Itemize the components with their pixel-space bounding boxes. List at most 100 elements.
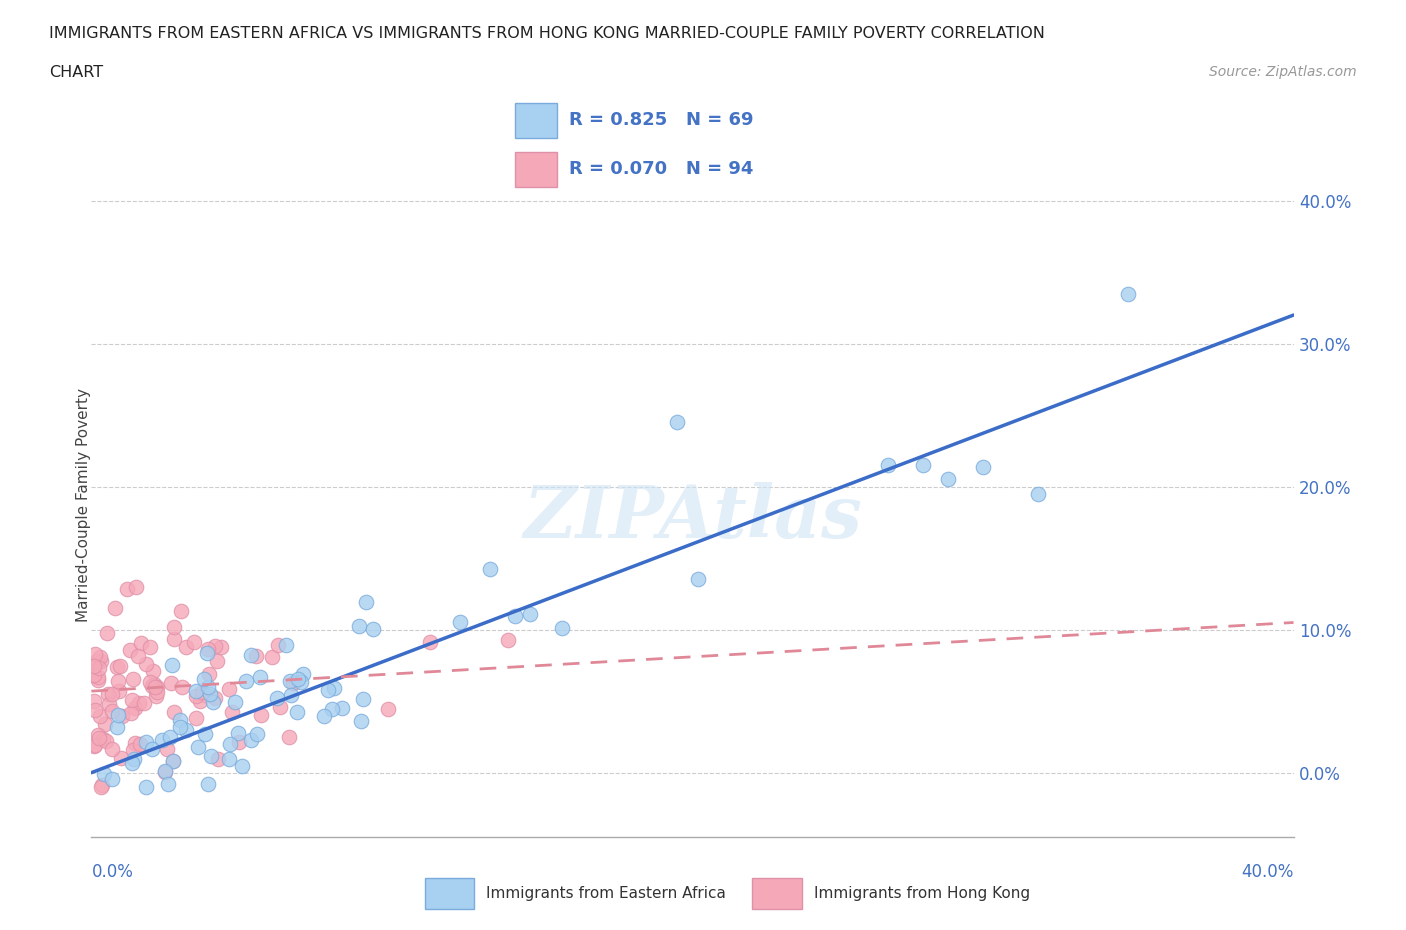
- Text: Immigrants from Eastern Africa: Immigrants from Eastern Africa: [486, 885, 727, 901]
- Point: [93, 766, 115, 781]
- Point: [350, 713, 373, 728]
- Y-axis label: Married-Couple Family Poverty: Married-Couple Family Poverty: [76, 388, 90, 621]
- Text: R = 0.070   N = 94: R = 0.070 N = 94: [568, 161, 754, 179]
- Point: [145, 688, 167, 703]
- Point: [146, 684, 169, 699]
- Point: [135, 779, 157, 794]
- Point: [110, 751, 132, 765]
- Point: [246, 726, 269, 741]
- Point: [972, 459, 994, 474]
- Point: [361, 622, 384, 637]
- Point: [197, 642, 219, 657]
- Point: [105, 720, 128, 735]
- Point: [104, 601, 127, 616]
- Point: [162, 631, 184, 646]
- Point: [128, 737, 150, 751]
- Point: [1026, 486, 1049, 501]
- Point: [162, 753, 184, 768]
- Point: [100, 741, 122, 756]
- Point: [105, 659, 128, 674]
- Point: [150, 733, 173, 748]
- Point: [122, 672, 145, 687]
- Point: [90, 654, 112, 669]
- Point: [91, 732, 114, 747]
- Point: [132, 696, 155, 711]
- Point: [84, 646, 107, 661]
- Point: [142, 663, 165, 678]
- Point: [90, 779, 112, 794]
- Point: [83, 702, 105, 717]
- Point: [184, 684, 207, 698]
- Point: [159, 729, 181, 744]
- Point: [219, 737, 242, 751]
- Point: [352, 692, 374, 707]
- Point: [156, 742, 179, 757]
- Point: [107, 673, 129, 688]
- Point: [125, 579, 148, 594]
- Point: [194, 687, 217, 702]
- Point: [221, 705, 243, 720]
- Point: [84, 737, 107, 752]
- Point: [228, 735, 250, 750]
- Point: [936, 472, 959, 487]
- Point: [262, 649, 284, 664]
- Point: [107, 707, 129, 722]
- Point: [111, 709, 134, 724]
- Point: [170, 680, 193, 695]
- Point: [274, 638, 297, 653]
- Point: [245, 648, 267, 663]
- Point: [290, 674, 312, 689]
- Text: 40.0%: 40.0%: [1241, 863, 1294, 881]
- Text: Source: ZipAtlas.com: Source: ZipAtlas.com: [1209, 65, 1357, 79]
- Point: [128, 696, 150, 711]
- Point: [277, 729, 299, 744]
- Point: [267, 638, 290, 653]
- Point: [184, 711, 207, 725]
- Point: [141, 742, 163, 757]
- Point: [876, 458, 898, 472]
- Text: ZIPAtlas: ZIPAtlas: [523, 483, 862, 553]
- Point: [96, 733, 118, 748]
- Point: [551, 620, 574, 635]
- Point: [87, 660, 110, 675]
- Point: [127, 648, 149, 663]
- Point: [200, 749, 222, 764]
- Point: [141, 678, 163, 693]
- Point: [184, 689, 207, 704]
- Point: [83, 667, 105, 682]
- Point: [347, 618, 370, 633]
- Point: [209, 640, 232, 655]
- FancyBboxPatch shape: [752, 878, 801, 909]
- Point: [134, 735, 156, 750]
- Point: [666, 415, 689, 430]
- Point: [278, 673, 301, 688]
- Point: [100, 771, 122, 786]
- Point: [478, 562, 501, 577]
- Point: [97, 686, 120, 701]
- Point: [94, 717, 117, 732]
- Text: CHART: CHART: [49, 65, 103, 80]
- Point: [198, 667, 221, 682]
- Point: [101, 686, 124, 701]
- Point: [197, 777, 219, 791]
- Point: [249, 670, 271, 684]
- Point: [124, 736, 146, 751]
- Point: [145, 680, 167, 695]
- Point: [101, 703, 124, 718]
- Point: [224, 695, 246, 710]
- Point: [90, 777, 112, 792]
- Point: [266, 691, 288, 706]
- Point: [283, 675, 305, 690]
- Point: [226, 726, 249, 741]
- Point: [97, 697, 120, 711]
- Point: [169, 720, 191, 735]
- Point: [204, 639, 226, 654]
- Point: [170, 604, 193, 618]
- Point: [207, 751, 229, 766]
- Point: [124, 701, 146, 716]
- Point: [122, 751, 145, 766]
- Point: [188, 694, 211, 709]
- Point: [195, 645, 218, 660]
- Point: [240, 733, 263, 748]
- Text: IMMIGRANTS FROM EASTERN AFRICA VS IMMIGRANTS FROM HONG KONG MARRIED-COUPLE FAMIL: IMMIGRANTS FROM EASTERN AFRICA VS IMMIGR…: [49, 26, 1045, 41]
